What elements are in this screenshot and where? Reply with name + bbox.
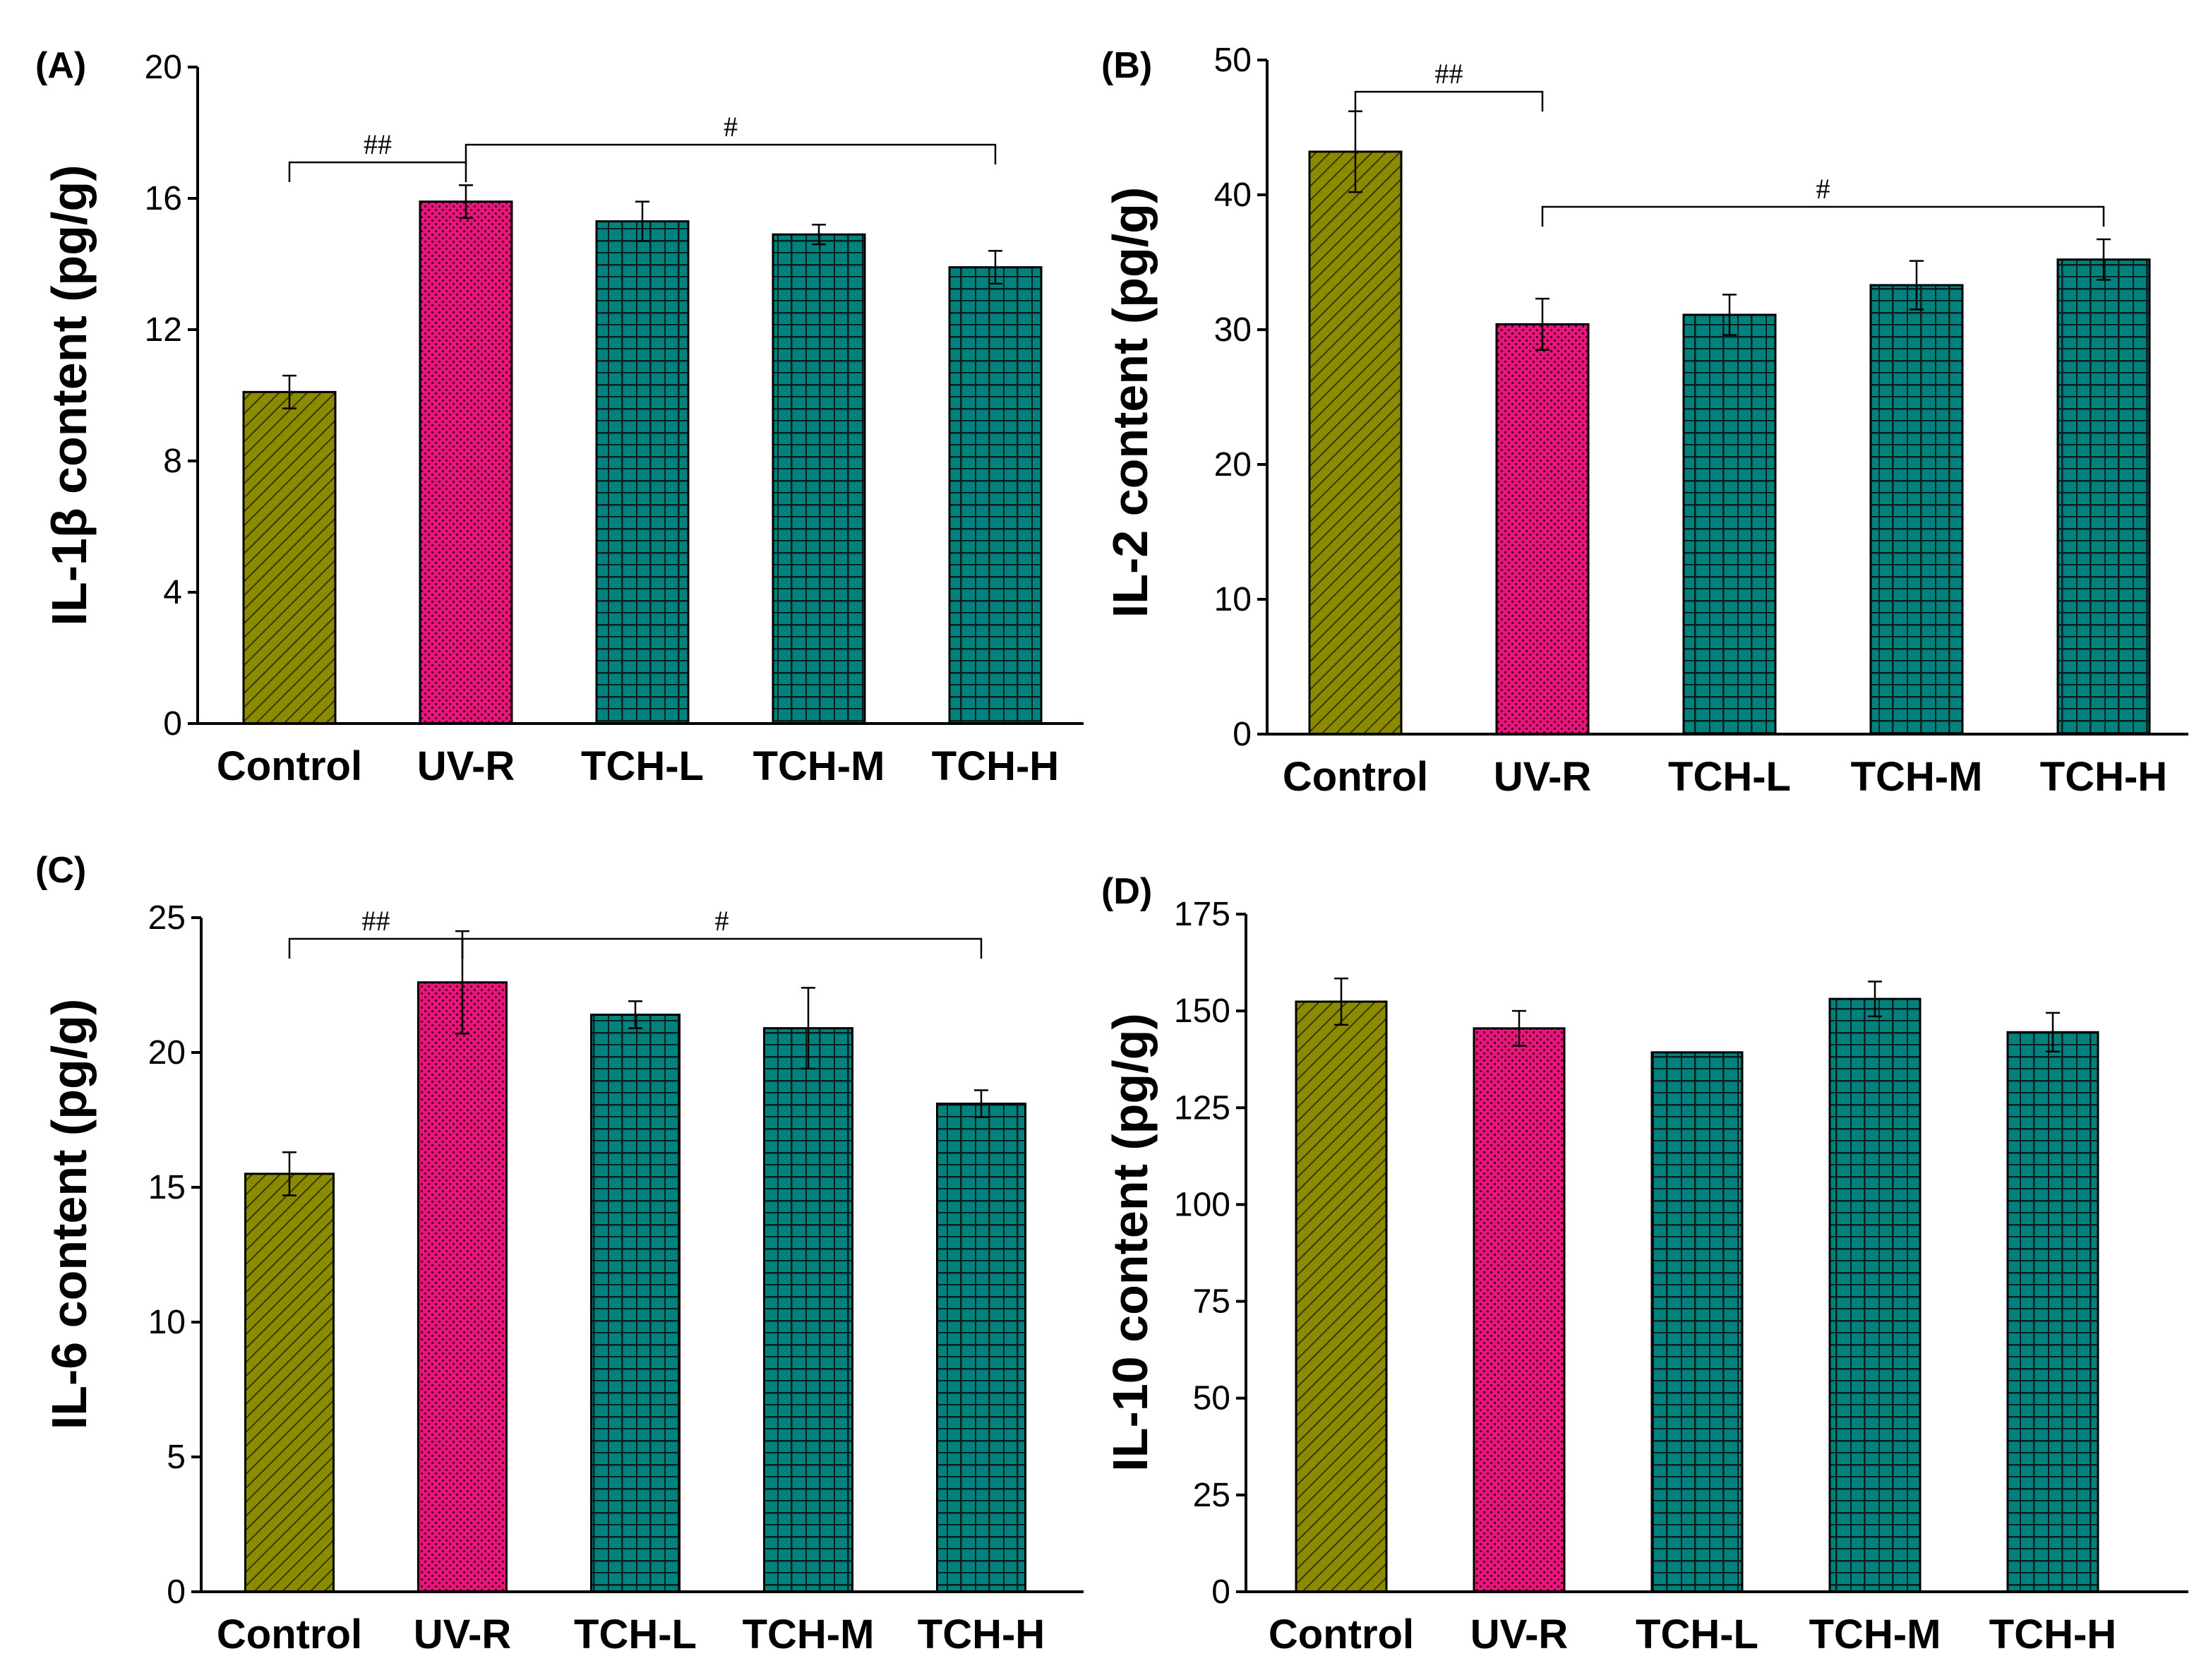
panel-d-bar-tch-l: [1650, 1051, 1744, 1593]
panel-a-x-tick-label-tch-h: TCH-H: [932, 743, 1059, 789]
panel-d-x-tick-label-tch-m: TCH-M: [1809, 1612, 1941, 1657]
panel-b-x-tick-label-uv-r: UV-R: [1494, 754, 1592, 800]
panel-b-bar-uv-r: [1495, 323, 1590, 736]
panel-a-significance-bracket-1: [288, 161, 467, 182]
panel-c-bar-tch-m: [763, 1027, 853, 1593]
panel-b-il2-chart: (B) IL-2 content (pg/g) Control UV-R TCH-L…: [1101, 42, 2188, 800]
panel-d-bar-tch-h: [2006, 1031, 2099, 1593]
panel-b-label: (B): [1101, 45, 1152, 86]
panel-d-bar-control: [1295, 1000, 1388, 1593]
panel-c-x-tick-label-tch-h: TCH-H: [918, 1612, 1045, 1657]
panel-a-significance-bracket-2: [464, 143, 997, 164]
panel-b-x-tick-label-tch-h: TCH-H: [2040, 754, 2167, 800]
panel-b-x-tick-label-control: Control: [1283, 754, 1428, 800]
panel-c-x-tick-label-control: Control: [217, 1612, 362, 1657]
panel-a-label: (A): [35, 45, 86, 86]
panel-d-x-tick-label-tch-h: TCH-H: [1989, 1612, 2116, 1657]
panel-b-bar-tch-m: [1869, 284, 1964, 736]
panel-c-x-tick-label-tch-m: TCH-M: [743, 1612, 875, 1657]
panel-b-bar-control: [1308, 150, 1403, 736]
panel-c-y-tick-label-25: 25: [148, 899, 186, 937]
panel-c-significance-bracket-1: [288, 937, 464, 959]
panel-a-y-tick-label-4: 4: [163, 574, 182, 611]
panel-b-y-tick-label-10: 10: [1214, 581, 1252, 618]
panel-d-y-tick-label-100: 100: [1174, 1186, 1230, 1223]
panel-d-label: (D): [1101, 871, 1152, 912]
panel-c-y-tick-label-5: 5: [167, 1439, 186, 1476]
panel-c-x-tick-label-uv-r: UV-R: [414, 1612, 512, 1657]
panel-a-il1b-chart: (A) IL-1β content (pg/g) Control UV-R TCH-…: [35, 45, 1084, 789]
panel-c-y-tick-label-20: 20: [148, 1034, 186, 1072]
panel-b-bar-tch-h: [2056, 258, 2151, 736]
panel-a-y-tick-label-20: 20: [145, 49, 182, 86]
panel-a-bar-control: [242, 390, 337, 725]
panel-d-y-tick-label-150: 150: [1174, 992, 1230, 1030]
panel-d-y-tick-label-0: 0: [1211, 1573, 1230, 1611]
panel-d-x-tick-label-uv-r: UV-R: [1470, 1612, 1569, 1657]
panel-a-significance-label-2: #: [724, 111, 738, 143]
panel-b-y-tick-label-30: 30: [1214, 311, 1252, 349]
panel-b-significance-label-2: #: [1816, 173, 1830, 205]
panel-c-label: (C): [35, 850, 86, 891]
panel-c-y-tick-label-10: 10: [148, 1304, 186, 1341]
panel-a-bar-tch-l: [595, 220, 690, 725]
panel-b-y-tick-label-0: 0: [1233, 716, 1252, 753]
panel-a-y-tick-label-16: 16: [145, 180, 182, 217]
panel-c-bar-tch-l: [590, 1014, 681, 1593]
panel-b-significance-bracket-1: [1354, 90, 1544, 112]
panel-a-y-tick-label-12: 12: [145, 311, 182, 349]
panel-c-bar-control: [244, 1172, 335, 1593]
panel-c-y-tick-label-0: 0: [167, 1573, 186, 1611]
panel-c-bar-tch-h: [936, 1103, 1026, 1593]
panel-c-significance-label-2: #: [715, 905, 729, 937]
panel-a-x-tick-label-control: Control: [217, 743, 362, 789]
panel-d-y-tick-label-25: 25: [1193, 1477, 1230, 1514]
panel-c-y-axis-title: IL-6 content (pg/g): [42, 999, 97, 1429]
panel-d-x-tick-label-tch-l: TCH-L: [1636, 1612, 1758, 1657]
panel-d-y-tick-label-75: 75: [1193, 1283, 1230, 1321]
panel-a-y-tick-label-8: 8: [163, 443, 182, 480]
panel-b-y-tick-label-40: 40: [1214, 176, 1252, 214]
panel-a-significance-label-1: ##: [364, 128, 392, 160]
panel-d-x-tick-label-control: Control: [1269, 1612, 1414, 1657]
panel-d-y-axis-title: IL-10 content (pg/g): [1103, 1013, 1158, 1471]
panel-a-y-tick-label-0: 0: [163, 705, 182, 743]
panel-c-il6-chart: (C) IL-6 content (pg/g) Control UV-R TCH-L…: [35, 850, 1084, 1657]
panel-b-x-tick-label-tch-l: TCH-L: [1668, 754, 1791, 800]
panel-a-y-axis-title: IL-1β content (pg/g): [42, 164, 97, 625]
panel-a-x-tick-label-tch-l: TCH-L: [581, 743, 704, 789]
panel-a-x-tick-label-uv-r: UV-R: [417, 743, 515, 789]
panel-b-y-axis-title: IL-2 content (pg/g): [1103, 187, 1158, 618]
panel-b-bar-tch-l: [1682, 313, 1777, 736]
panel-c-y-tick-label-15: 15: [148, 1169, 186, 1206]
panel-b-y-tick-label-50: 50: [1214, 42, 1252, 79]
panel-b-significance-bracket-2: [1541, 205, 2105, 227]
panel-d-bar-tch-m: [1828, 997, 1922, 1593]
panel-d-bar-uv-r: [1473, 1027, 1566, 1593]
panel-c-x-tick-label-tch-l: TCH-L: [574, 1612, 697, 1657]
panel-a-bar-tch-h: [948, 266, 1043, 725]
panel-b-x-tick-label-tch-m: TCH-M: [1851, 754, 1983, 800]
panel-c-significance-bracket-2: [461, 937, 983, 959]
panel-d-y-tick-label-50: 50: [1193, 1380, 1230, 1417]
panel-a-bar-uv-r: [419, 200, 513, 725]
panel-b-y-tick-label-20: 20: [1214, 446, 1252, 484]
panel-a-bar-tch-m: [772, 233, 866, 725]
panel-d-il10-chart: (D) IL-10 content (pg/g) Control UV-R TCH-…: [1101, 871, 2188, 1657]
panel-d-y-tick-label-125: 125: [1174, 1089, 1230, 1127]
panel-a-x-tick-label-tch-m: TCH-M: [753, 743, 885, 789]
panel-c-significance-label-1: ##: [362, 905, 390, 937]
panel-b-significance-label-1: ##: [1435, 58, 1463, 90]
panel-c-bar-uv-r: [417, 981, 508, 1593]
panel-d-y-tick-label-175: 175: [1174, 896, 1230, 933]
